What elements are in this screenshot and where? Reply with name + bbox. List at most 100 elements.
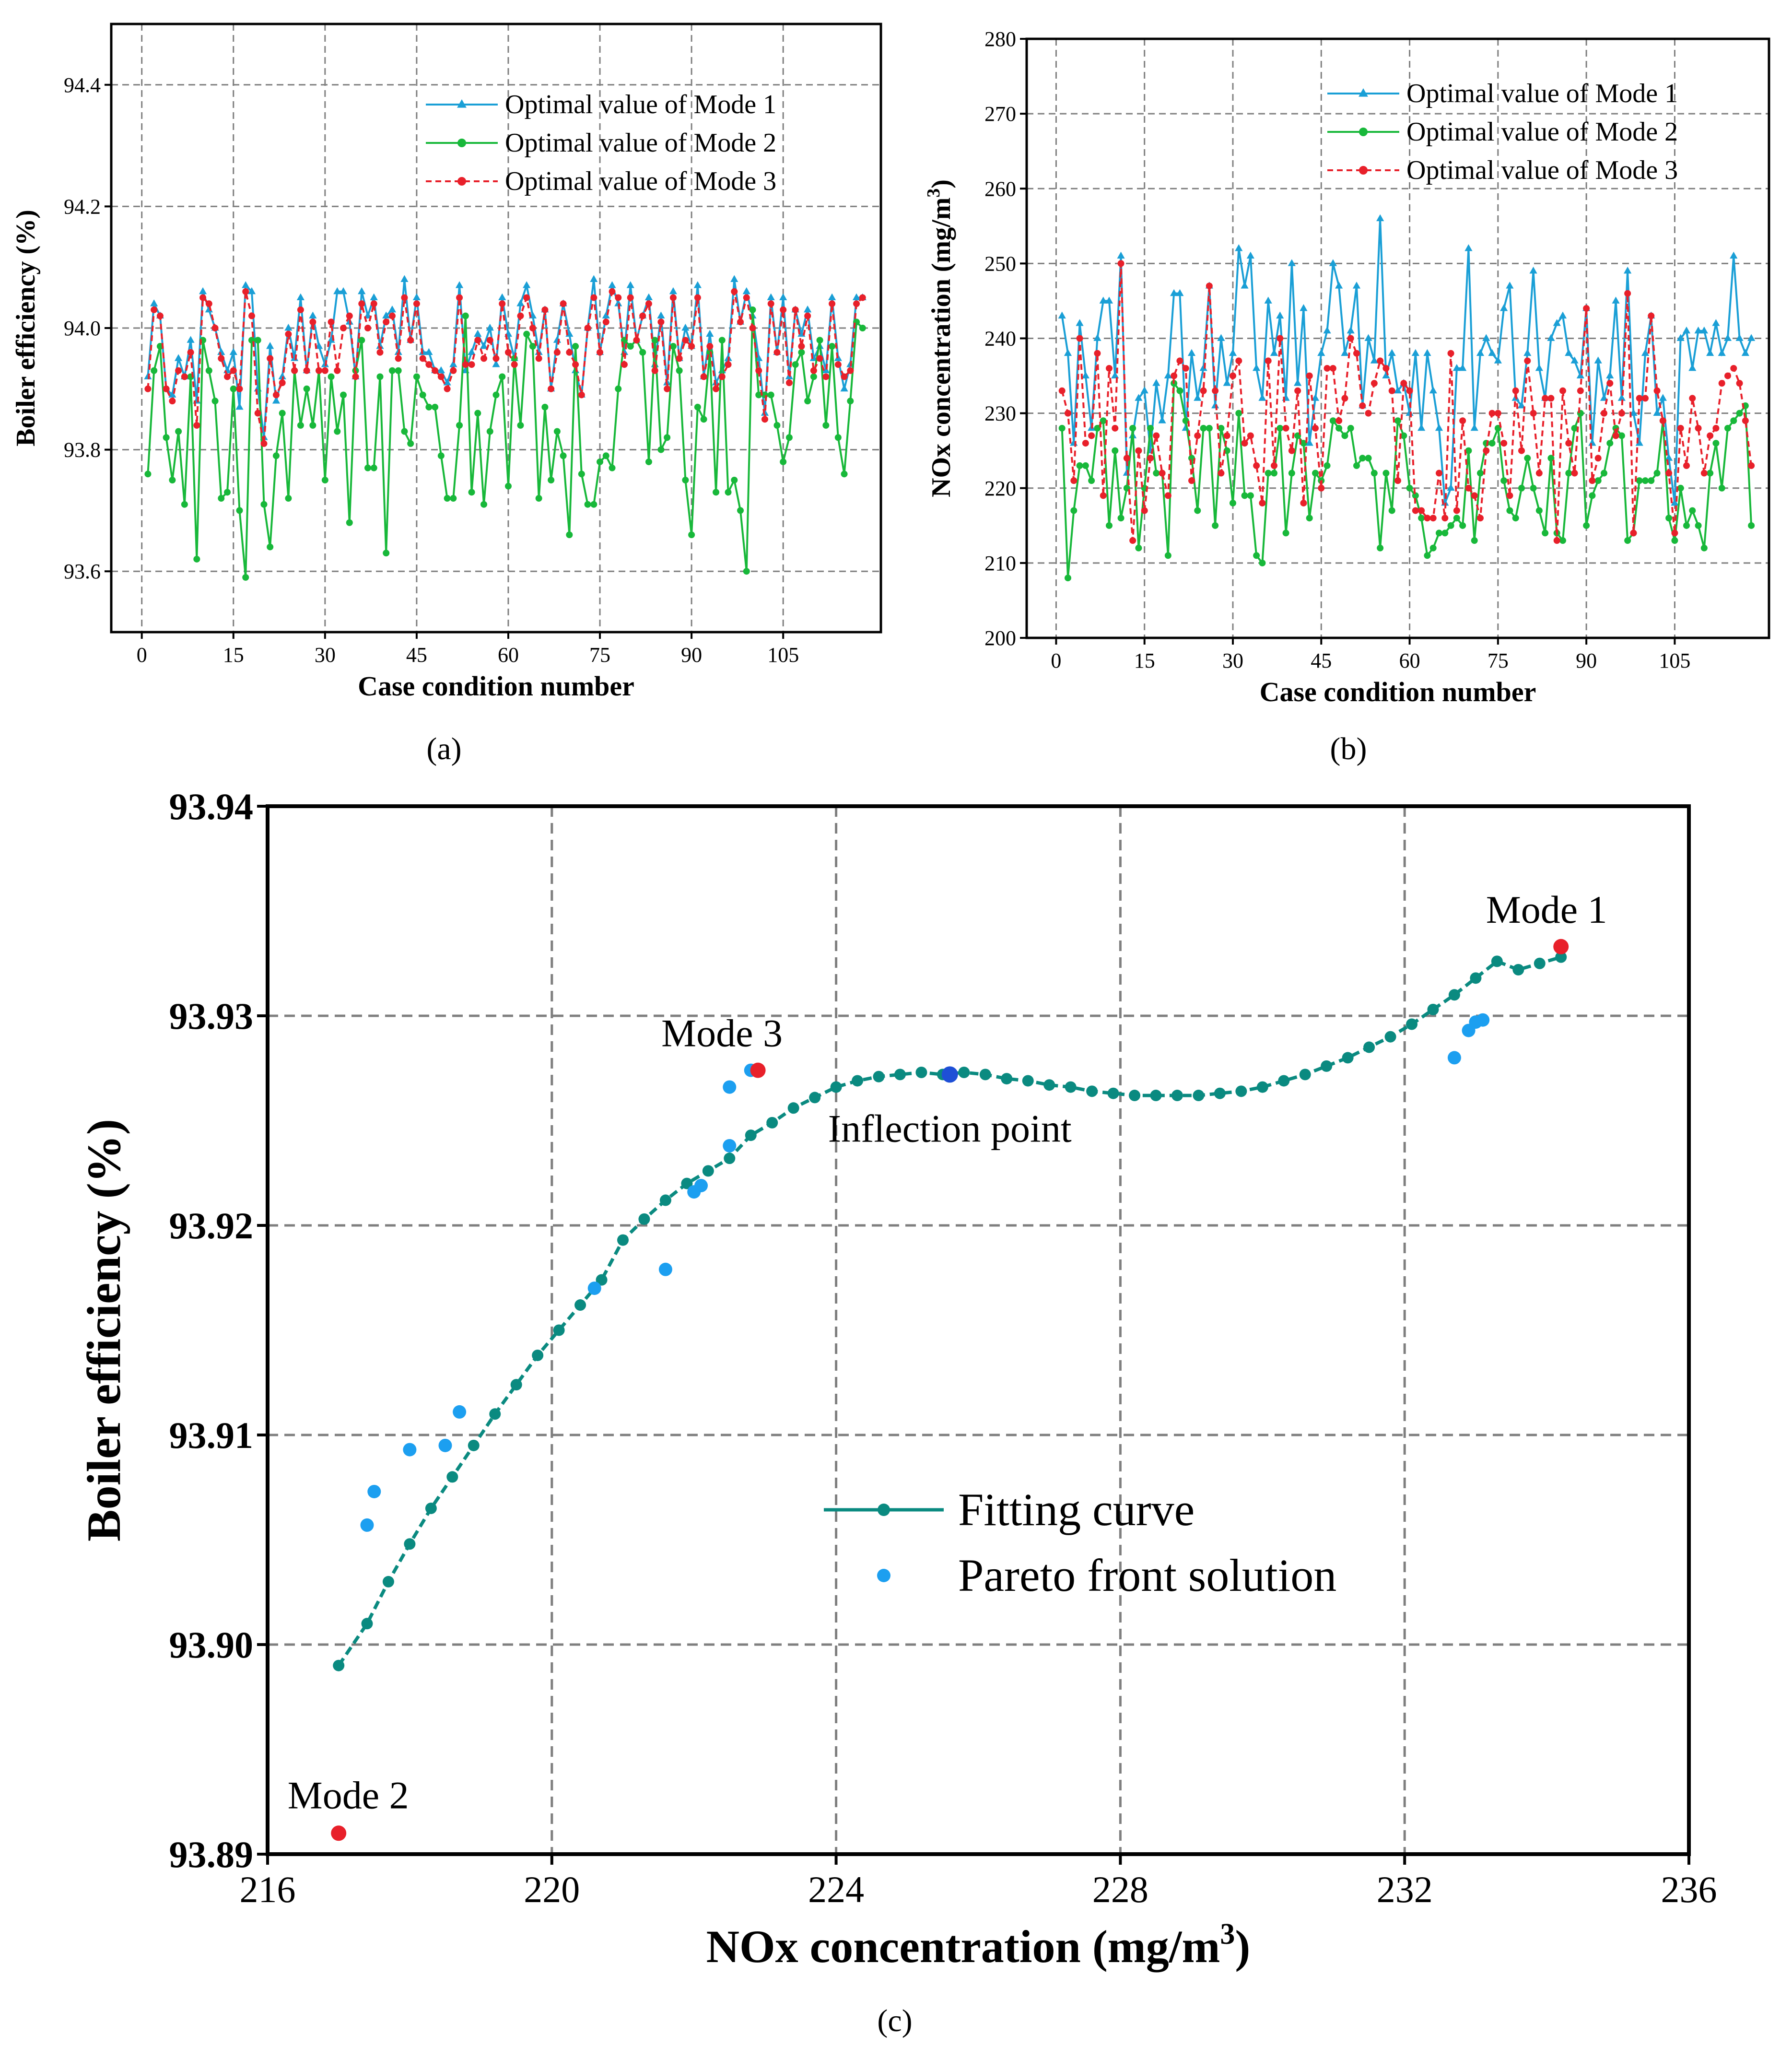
legend-marker	[457, 99, 467, 108]
data-point	[1329, 259, 1337, 266]
data-point	[694, 294, 701, 301]
data-point	[1653, 387, 1661, 394]
fitting-curve-point	[787, 1102, 799, 1114]
data-point	[364, 325, 371, 331]
data-point	[498, 293, 506, 300]
data-point	[1465, 447, 1472, 454]
data-point	[560, 452, 567, 459]
data-point	[615, 385, 622, 392]
x-tick-label: 105	[767, 643, 799, 667]
data-point	[437, 373, 445, 380]
data-point	[474, 410, 481, 417]
data-point	[822, 366, 830, 374]
data-point	[1117, 260, 1124, 267]
legend-label: Optimal value of Mode 1	[1406, 79, 1678, 108]
data-point	[1147, 424, 1154, 432]
data-point	[1447, 522, 1454, 529]
data-point	[267, 543, 274, 551]
data-point	[1370, 380, 1378, 387]
data-point	[284, 324, 293, 331]
data-point	[1258, 394, 1266, 401]
data-point	[780, 306, 787, 313]
data-point	[626, 281, 634, 288]
fitting-curve-point	[681, 1177, 693, 1189]
data-point	[657, 318, 665, 326]
data-point	[1082, 462, 1089, 469]
data-point	[1170, 289, 1178, 296]
data-point	[602, 452, 609, 459]
data-point	[1388, 387, 1395, 394]
fitting-curve-point	[574, 1299, 586, 1311]
data-point	[1218, 470, 1225, 477]
data-point	[1200, 387, 1207, 394]
data-point	[1135, 544, 1142, 552]
data-point	[1271, 470, 1277, 477]
x-tick-label: 224	[808, 1869, 864, 1910]
data-point	[163, 385, 170, 392]
data-point	[578, 391, 585, 399]
data-point	[1471, 492, 1478, 499]
data-point	[743, 568, 750, 575]
data-point	[315, 342, 323, 349]
fitting-curve-point	[1470, 972, 1482, 984]
data-point	[682, 337, 689, 344]
data-point	[175, 428, 182, 435]
fitting-curve-point	[1065, 1081, 1077, 1093]
data-point	[1076, 335, 1083, 342]
data-point	[1229, 349, 1237, 356]
legend: Optimal value of Mode 1 Optimal value of …	[426, 90, 776, 196]
data-point	[486, 428, 493, 435]
data-point	[1736, 410, 1743, 417]
data-point	[1206, 282, 1213, 290]
x-tick-label: 75	[1487, 649, 1509, 672]
data-point	[1429, 544, 1437, 552]
data-point	[492, 355, 500, 362]
data-point	[242, 288, 249, 295]
data-point	[1306, 372, 1313, 379]
data-point	[1676, 334, 1685, 341]
data-point	[780, 458, 787, 465]
y-axis-label: Boiler efficiency (%)	[77, 1119, 130, 1541]
data-point	[383, 550, 390, 557]
data-point	[681, 324, 690, 331]
data-point	[1065, 575, 1071, 582]
data-point	[1459, 417, 1466, 424]
y-tick-label: 93.90	[169, 1624, 254, 1666]
data-point	[1488, 410, 1496, 417]
data-point	[1559, 387, 1566, 394]
data-point	[388, 305, 397, 313]
data-point	[468, 348, 476, 355]
fitting-curve-point	[1555, 951, 1567, 963]
data-point	[1624, 537, 1631, 544]
data-point	[412, 293, 421, 300]
data-point	[247, 287, 256, 294]
x-axis-label-sup: 3	[1220, 1918, 1235, 1951]
data-point	[822, 373, 830, 380]
fitting-curve-point	[958, 1066, 970, 1078]
data-point	[1300, 499, 1307, 506]
data-point	[248, 312, 255, 319]
data-point	[1264, 296, 1272, 304]
data-point	[792, 361, 799, 368]
data-point	[151, 367, 158, 374]
mode-point	[750, 1062, 766, 1078]
data-point	[1176, 289, 1184, 296]
data-point	[1570, 356, 1579, 364]
data-point	[425, 403, 433, 411]
legend-label: Optimal value of Mode 2	[1406, 117, 1678, 147]
y-tick-label: 94.0	[64, 317, 101, 340]
fitting-curve-point	[361, 1618, 373, 1630]
data-point	[321, 477, 328, 483]
data-point	[1058, 387, 1066, 394]
legend-marker	[877, 1569, 890, 1582]
data-point	[205, 300, 212, 307]
data-point	[1364, 334, 1372, 341]
data-point	[1329, 365, 1336, 372]
data-point	[1700, 326, 1708, 334]
data-point	[1159, 470, 1166, 477]
data-point	[1547, 395, 1555, 402]
data-point	[456, 422, 463, 429]
data-point	[455, 281, 464, 288]
pareto-point	[1447, 1051, 1461, 1065]
fitting-curve-point	[1022, 1075, 1034, 1087]
